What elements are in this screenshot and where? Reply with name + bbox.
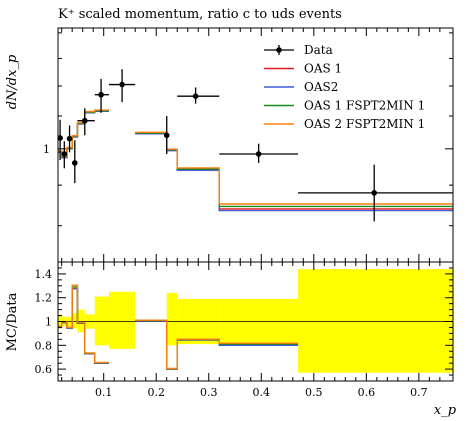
main-ytick-label-1: 1 [43,143,50,156]
ratio-xtick-label-1: 0.1 [95,386,113,399]
data-point-3 [66,135,73,142]
ratio-ytick-label-3: 1 [45,316,52,329]
ratio-xtick-label-3: 0.3 [200,386,218,399]
ratio-xtick-label-7: 0.7 [410,386,428,399]
legend-label-1: OAS 1 [304,62,342,76]
data-point-7 [119,81,125,88]
data-point-6 [98,91,104,98]
data-point-11 [371,190,378,196]
data-point-8 [163,132,170,139]
ratio-band-11 [219,298,299,346]
ratio-band-9 [166,292,178,346]
x-axis-label: x_p [434,403,457,418]
ratio-xtick-label-5: 0.5 [305,386,323,399]
legend-label-0: Data [304,43,333,57]
ratio-band-7 [94,296,109,346]
legend-label-2: OAS2 [304,80,338,94]
ratio-ytick-label-4: 1.2 [35,292,53,305]
data-point-5 [81,117,88,124]
main-panel: 1 dN/dx_p [5,27,454,263]
ratio-ytick-label-5: 1.4 [35,268,53,281]
data-point-4 [72,160,78,166]
ratio-ylabel: MC/Data [5,292,20,351]
main-ylabel: dN/dx_p [5,54,20,109]
data-point-1 [57,135,63,141]
ratio-ytick-label-1: 0.6 [35,363,53,376]
data-point-10 [255,151,262,157]
data-point-9 [192,93,199,99]
ratio-band-5 [77,309,85,333]
chart-title: K⁺ scaled momentum, ratio c to uds event… [58,7,342,22]
ratio-panel: 0.6 0.8 1 1.2 1.4 0.1 0.2 0.3 0.4 0.5 0.6 0.7 MC/Da… [5,261,457,418]
ratio-xtick-label-2: 0.2 [147,386,165,399]
ratio-xtick-label-6: 0.6 [358,386,376,399]
legend: Data OAS 1 OAS2 OAS 1 FSPT2MIN 1 OAS 2 FSPT2… [264,43,425,131]
ratio-xtick-label-4: 0.4 [253,386,271,399]
ratio-band-12 [298,269,453,373]
main-frame [57,27,454,263]
ratio-ytick-label-2: 0.8 [35,339,53,352]
legend-label-4: OAS 2 FSPT2MIN 1 [304,117,425,131]
legend-label-3: OAS 1 FSPT2MIN 1 [304,99,425,113]
ratio-band-8 [108,291,136,349]
legend-data-marker [276,47,282,53]
data-point-2 [61,151,68,157]
ratio-band-4 [72,313,78,329]
